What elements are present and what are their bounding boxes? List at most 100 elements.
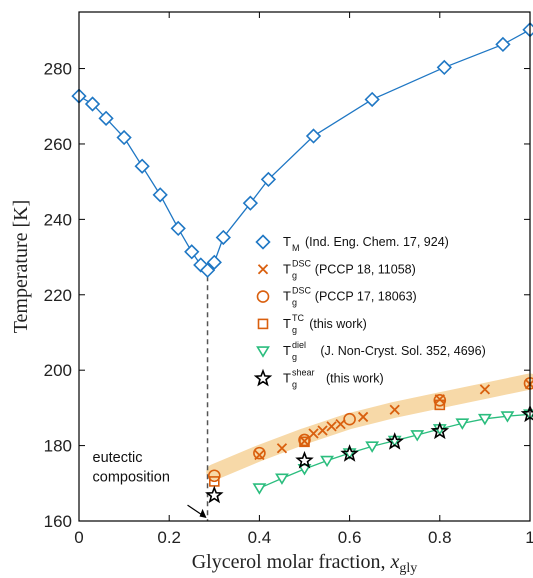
legend-reference: (PCCP 18, 11058) (315, 262, 416, 276)
eutectic-arrowhead (199, 508, 207, 518)
legend-reference: (J. Non-Cryst. Sol. 352, 4696) (320, 344, 485, 358)
series-line-tg_diel (259, 413, 531, 489)
x-axis-title-sub: gly (399, 561, 417, 576)
point-tg_shear (205, 485, 224, 504)
point-tm (364, 91, 380, 108)
y-tick-label: 220 (44, 286, 72, 305)
point-tm (215, 229, 231, 246)
x-tick-label: 0.8 (428, 528, 452, 547)
point-tm (193, 257, 209, 273)
point-tg_dsc1 (479, 384, 491, 395)
point-tm (98, 110, 114, 126)
eutectic-label-line1: eutectic (93, 450, 143, 466)
point-tm (170, 220, 186, 237)
point-tg_diel (297, 464, 312, 476)
y-tick-label: 240 (44, 210, 72, 229)
y-tick-label: 260 (44, 135, 72, 154)
series-tg_diel (252, 409, 533, 495)
legend-marker-tg_diel (256, 346, 270, 358)
point-tg_dsc1 (276, 443, 288, 454)
series-tm (71, 22, 533, 278)
point-tm (305, 128, 322, 144)
legend-reference: (PCCP 17, 18063) (315, 290, 417, 304)
legend-reference: (Ind. Eng. Chem. 17, 924) (305, 235, 449, 249)
legend-entry-tg_dsc1: T DSC g (PCCP 18, 11058) (257, 258, 416, 280)
legend-reference: (this work) (309, 317, 367, 331)
point-tg_dsc2 (253, 446, 266, 460)
point-tg_dsc2 (208, 469, 221, 483)
legend-subscript: g (292, 298, 297, 308)
legend-marker-tg_dsc2 (256, 290, 270, 303)
eutectic-marker: eutectic composition (93, 276, 209, 521)
data-series (71, 22, 533, 504)
x-tick-label: 0.4 (248, 528, 272, 547)
point-tg_dsc1 (335, 418, 346, 430)
legend-entry-tg_dsc2: T DSC g (PCCP 17, 18063) (256, 286, 417, 308)
point-tg_dsc2 (343, 412, 356, 426)
legend-reference: (this work) (326, 372, 384, 386)
legend-symbol: T (283, 343, 291, 358)
legend-superscript: shear (292, 368, 315, 378)
point-tg_diel (500, 411, 515, 423)
point-tg_tc (434, 399, 446, 411)
tg-shaded-band (206, 373, 533, 480)
legend-entry-tm: T M (Ind. Eng. Chem. 17, 924) (255, 234, 449, 253)
legend-subscript: g (292, 325, 297, 335)
x-tick-label: 0 (74, 528, 83, 547)
point-tg_dsc2 (298, 433, 311, 447)
tg-band-path (206, 373, 533, 480)
point-tg_shear (295, 450, 314, 469)
x-tick-label: 0.2 (157, 528, 181, 547)
point-tg_dsc1 (317, 425, 328, 436)
y-tick-label: 180 (44, 437, 72, 456)
y-tick-label: 280 (44, 60, 72, 79)
point-tm (116, 129, 132, 146)
legend-superscript: diel (292, 340, 306, 350)
legend-marker-tg_tc (257, 318, 269, 330)
series-tg_tc (209, 399, 446, 487)
x-tick-label: 0.6 (338, 528, 362, 547)
point-tg_diel (365, 441, 380, 453)
x-tick-label: 1 (525, 528, 533, 547)
point-tg_dsc1 (308, 428, 319, 439)
y-tick-label: 200 (44, 361, 72, 380)
point-tm (206, 254, 222, 270)
eutectic-label-line2: composition (93, 469, 170, 485)
legend-symbol: T (283, 289, 291, 304)
point-tm (152, 187, 168, 203)
legend-subscript: g (292, 380, 297, 390)
point-tm (134, 158, 150, 174)
legend-symbol: T (283, 316, 291, 331)
legend-superscript: DSC (292, 258, 312, 268)
point-tg_diel (410, 430, 425, 442)
point-tm (199, 262, 216, 278)
legend-marker-tg_dsc1 (257, 264, 269, 275)
legend-symbol: T (283, 261, 291, 276)
x-axis-title-text: Glycerol molar fraction, (192, 551, 391, 573)
legend-subscript: g (292, 270, 297, 280)
point-tm (260, 171, 277, 188)
point-tm (522, 22, 533, 38)
legend-superscript: TC (292, 313, 304, 323)
point-tg_shear (385, 432, 404, 450)
y-axis-title: Temperature [K] (10, 200, 32, 334)
point-tg_dsc1 (357, 411, 369, 423)
legend-symbol: T (283, 234, 291, 249)
point-tm (184, 244, 200, 260)
legend-symbol: T (283, 371, 291, 386)
legend-entry-tg_tc: T TC g (this work) (257, 313, 367, 335)
x-axis-title-var: x (390, 551, 400, 573)
legend-marker-tg_shear (253, 368, 273, 387)
point-tg_diel (252, 483, 267, 495)
point-tg_shear (340, 444, 359, 462)
plot-frame (78, 11, 531, 522)
point-tg_shear (430, 421, 450, 440)
point-tm (84, 96, 101, 112)
point-tm (495, 36, 511, 53)
point-tg_diel (275, 473, 289, 485)
point-tg_dsc1 (389, 404, 400, 415)
